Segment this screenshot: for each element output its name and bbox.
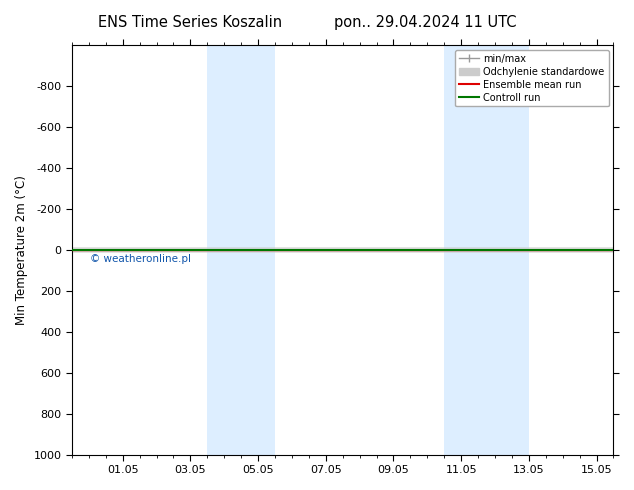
Text: © weatheronline.pl: © weatheronline.pl [89, 254, 191, 264]
Text: ENS Time Series Koszalin: ENS Time Series Koszalin [98, 15, 282, 30]
Text: pon.. 29.04.2024 11 UTC: pon.. 29.04.2024 11 UTC [333, 15, 516, 30]
Bar [444, 45, 529, 455]
Legend: min/max, Odchylenie standardowe, Ensemble mean run, Controll run: min/max, Odchylenie standardowe, Ensembl… [455, 50, 609, 106]
Y-axis label: Min Temperature 2m (°C): Min Temperature 2m (°C) [15, 175, 28, 325]
Bar [207, 45, 275, 455]
